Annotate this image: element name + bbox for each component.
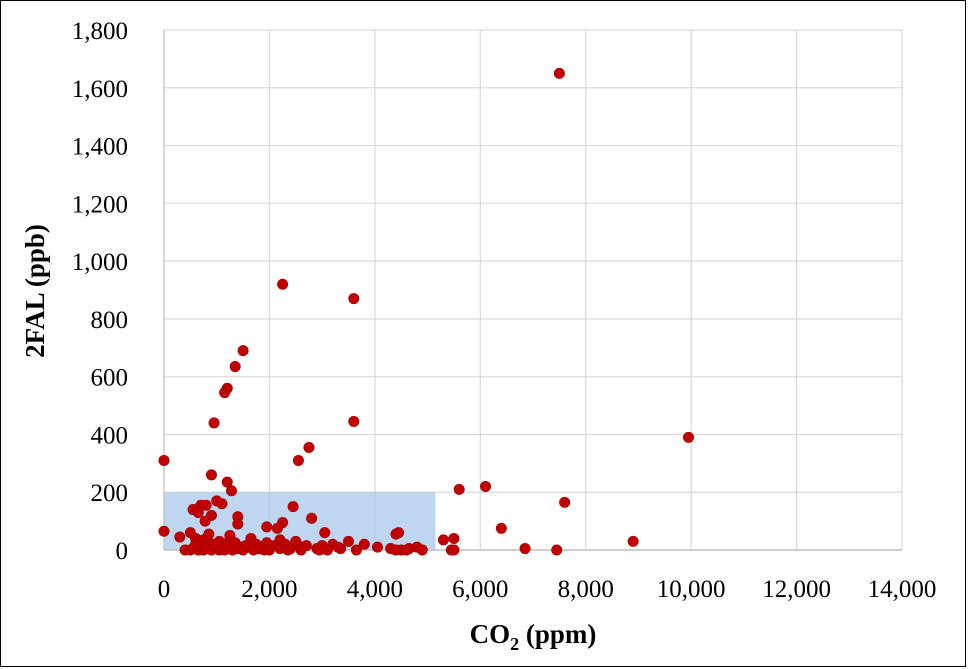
data-point — [205, 469, 217, 481]
data-point — [292, 454, 304, 466]
x-tick-label: 12,000 — [762, 576, 831, 603]
y-axis-title: 2FAL (ppb) — [20, 224, 50, 358]
data-point — [553, 67, 565, 79]
data-point — [158, 454, 170, 466]
data-point — [237, 345, 249, 357]
data-point — [263, 544, 275, 556]
y-tick-label: 400 — [91, 422, 129, 449]
data-point — [190, 538, 202, 550]
data-point — [437, 534, 449, 546]
data-point — [390, 528, 402, 540]
data-point — [448, 544, 460, 556]
x-tick-label: 10,000 — [657, 576, 726, 603]
x-axis-title: CO2 (ppm) — [470, 619, 597, 654]
data-point — [348, 293, 360, 305]
data-point — [453, 483, 465, 495]
y-tick-label: 800 — [91, 307, 129, 334]
data-point — [219, 387, 231, 399]
data-point — [200, 499, 212, 511]
data-point — [303, 441, 315, 453]
data-point — [683, 431, 695, 443]
data-point — [371, 541, 383, 553]
data-point — [216, 498, 228, 510]
data-point — [174, 531, 186, 543]
data-point — [400, 544, 412, 556]
axes — [163, 30, 902, 551]
data-point — [342, 535, 354, 547]
data-point — [306, 512, 318, 524]
data-point — [192, 506, 204, 518]
data-point — [277, 278, 289, 290]
data-point — [332, 541, 344, 553]
y-tick-label: 1,800 — [72, 18, 128, 45]
data-point — [158, 525, 170, 537]
data-point — [295, 544, 307, 556]
data-point — [495, 522, 507, 534]
data-point — [480, 480, 492, 492]
x-tick-label: 6,000 — [452, 576, 508, 603]
data-point — [225, 485, 237, 497]
data-point — [358, 538, 370, 550]
y-tick-label: 600 — [91, 365, 129, 392]
data-points — [158, 67, 695, 556]
data-point — [350, 544, 362, 556]
data-point — [551, 544, 563, 556]
y-tick-label: 1,000 — [72, 249, 128, 276]
data-point — [390, 544, 402, 556]
gridlines — [164, 29, 903, 550]
data-point — [229, 361, 241, 373]
x-tick-label: 4,000 — [347, 576, 403, 603]
y-tick-labels: 0 200 400 600 800 1,000 1,200 1,400 1,600 1,800 — [72, 18, 128, 565]
x-tick-label: 0 — [158, 576, 171, 603]
data-point — [319, 527, 331, 539]
x-tick-label: 2,000 — [241, 576, 297, 603]
data-point — [287, 501, 299, 513]
data-point — [314, 544, 326, 556]
data-point — [199, 515, 211, 527]
x-tick-label: 14,000 — [868, 576, 937, 603]
data-point — [224, 530, 236, 542]
data-point — [208, 417, 220, 429]
y-tick-label: 200 — [91, 480, 129, 507]
data-point — [282, 544, 294, 556]
data-point — [232, 518, 244, 530]
data-point — [448, 532, 460, 544]
data-point — [271, 522, 283, 534]
data-point — [348, 415, 360, 427]
y-tick-label: 1,200 — [72, 191, 128, 218]
y-tick-label: 1,600 — [72, 76, 128, 103]
data-point — [519, 543, 531, 555]
y-tick-label: 0 — [116, 538, 129, 565]
data-point — [416, 544, 428, 556]
data-point — [203, 528, 215, 540]
data-point — [261, 521, 273, 533]
data-point — [627, 535, 639, 547]
y-tick-label: 1,400 — [72, 134, 128, 161]
data-point — [559, 496, 571, 508]
x-tick-labels: 0 2,000 4,000 6,000 8,000 10,000 12,000 14,000 — [158, 576, 937, 603]
x-tick-label: 8,000 — [558, 576, 614, 603]
